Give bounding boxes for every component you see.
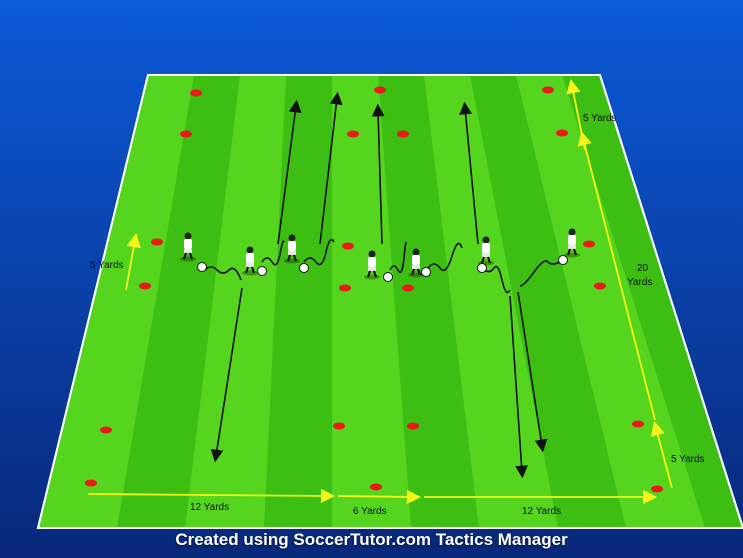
cone [339,284,351,292]
cone [370,483,382,491]
measure-bottom-6-yards [337,489,422,505]
cone [100,426,112,434]
player [408,248,424,278]
cone [407,422,419,430]
dribble-path [204,266,242,281]
cone [397,130,409,138]
run-arrow [210,287,243,463]
cone [180,130,192,138]
run-arrow [517,291,548,453]
player [284,234,300,264]
run-arrow [277,99,302,245]
dribble-path [389,241,407,274]
ball [477,263,487,273]
cone [342,242,354,250]
label-bottom-12-yards-left: 12 Yards [190,502,229,513]
label-top-right-5-yards: 5 Yards [583,113,617,124]
run-arrow [459,101,479,245]
players [180,228,580,280]
player [180,232,196,262]
label-left-5-yards: 5 Yards [90,260,124,271]
measure-left-5-yards [125,232,141,291]
dribble-path [261,240,285,266]
cone [542,86,554,94]
label-bottom-6-yards: 6 Yards [353,506,387,517]
cone [85,479,97,487]
label-bottom-right-5-yards: 5 Yards [671,454,705,465]
ball [421,267,431,277]
cones [85,86,663,493]
cone [556,129,568,137]
cone [333,422,345,430]
measurements [87,78,673,505]
player [364,250,380,280]
run-arrow [509,295,528,479]
dribble-path [483,265,511,294]
cone [651,485,663,493]
ball [197,262,207,272]
cone [139,282,151,290]
dribble-path [303,238,335,266]
cone [402,284,414,292]
pitch [36,74,743,529]
dribble-path [519,260,561,287]
cone [583,240,595,248]
ball [383,272,393,282]
label-bottom-12-yards-right: 12 Yards [522,506,561,517]
balls [197,255,568,282]
ball [299,263,309,273]
ball [257,266,267,276]
dribble-path [427,242,463,272]
player [478,236,494,266]
player [564,228,580,258]
cone [632,420,644,428]
label-right-20: 20 [637,263,649,274]
caption: Created using SoccerTutor.com Tactics Ma… [175,530,568,549]
run-arrow [319,91,343,245]
cone [594,282,606,290]
measure-bottom-12-yards-left [87,488,336,504]
measure-bottom-right-5-yards [650,421,673,489]
movement-arrows [204,91,561,479]
measure-right-20-yards [577,131,656,421]
grass-stripes [38,75,705,528]
label-right-yards: Yards [627,277,652,288]
cone [190,89,202,97]
ball [558,255,568,265]
cone [347,130,359,138]
cone [151,238,163,246]
player [242,246,258,276]
measure-labels: 5 Yards 5 Yards 20 Yards 5 Yards 12 Yard… [90,113,705,517]
cone [374,86,386,94]
run-arrow [371,103,385,245]
